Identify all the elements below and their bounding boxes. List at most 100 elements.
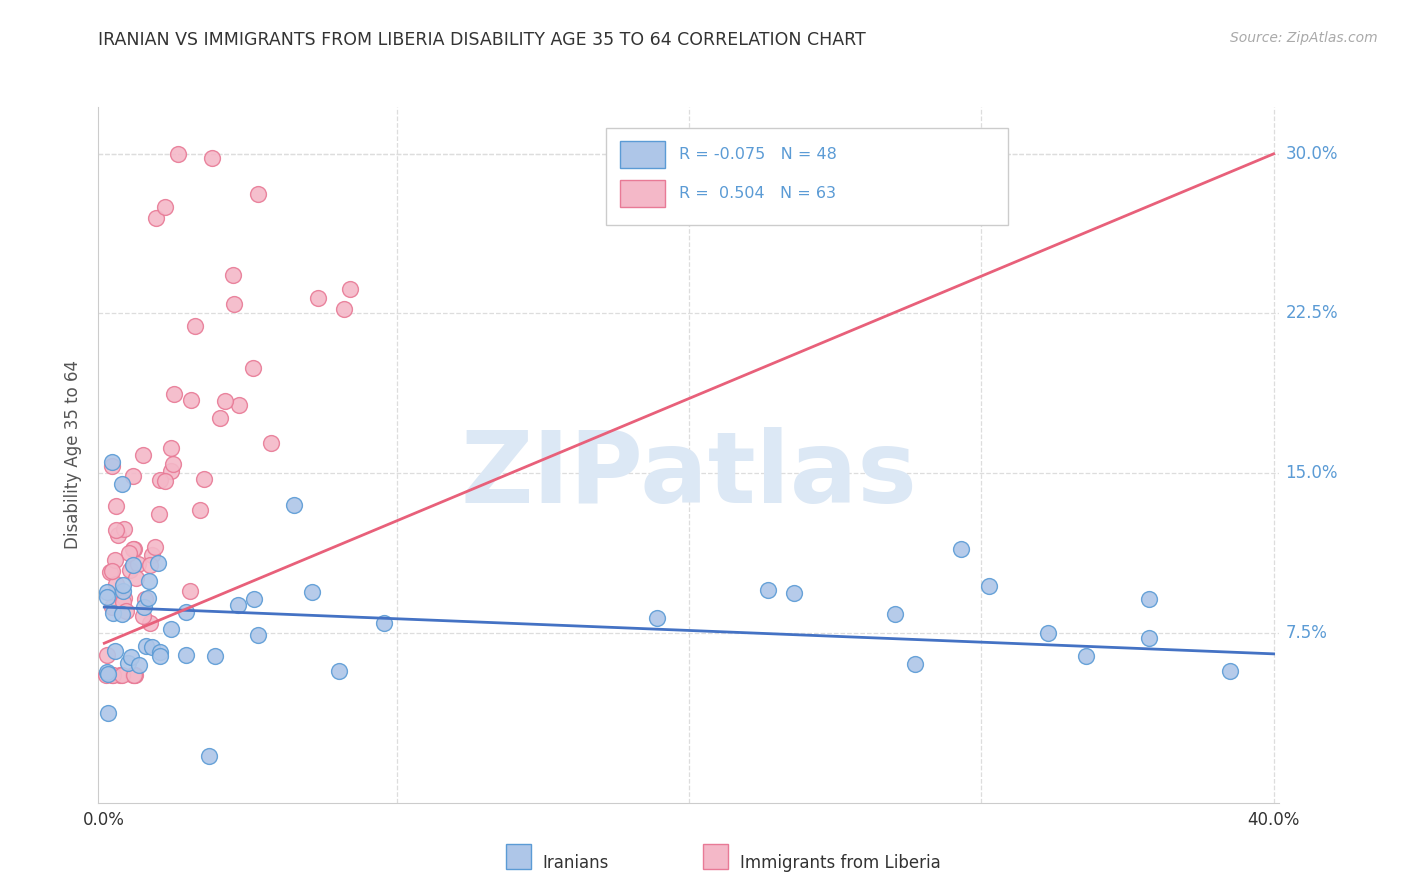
Point bbox=[155, 474, 177, 488]
Point bbox=[115, 604, 138, 618]
Point bbox=[193, 471, 215, 485]
Point bbox=[117, 546, 139, 560]
Point bbox=[134, 591, 156, 606]
Point bbox=[373, 615, 395, 630]
Point bbox=[160, 442, 183, 456]
Text: R =  0.504   N = 63: R = 0.504 N = 63 bbox=[679, 186, 837, 201]
Point bbox=[138, 616, 160, 631]
Text: 30.0%: 30.0% bbox=[1285, 145, 1339, 163]
Point bbox=[120, 649, 142, 664]
Point bbox=[950, 542, 973, 557]
Text: Iranians: Iranians bbox=[543, 854, 609, 871]
Point bbox=[104, 523, 127, 537]
Point bbox=[141, 548, 163, 562]
Point bbox=[122, 668, 145, 682]
Point bbox=[333, 302, 356, 317]
Point bbox=[111, 476, 134, 491]
Point bbox=[198, 749, 221, 764]
Point bbox=[132, 609, 155, 624]
Point bbox=[174, 605, 197, 619]
Point bbox=[174, 648, 197, 662]
Point bbox=[96, 590, 118, 604]
Y-axis label: Disability Age 35 to 64: Disability Age 35 to 64 bbox=[65, 360, 83, 549]
Point bbox=[148, 508, 170, 522]
Point bbox=[135, 639, 157, 653]
Point bbox=[111, 668, 134, 682]
Text: ZIPatlas: ZIPatlas bbox=[461, 427, 917, 524]
Point bbox=[339, 282, 361, 296]
Point bbox=[104, 553, 127, 567]
Point bbox=[903, 657, 925, 671]
Point bbox=[228, 398, 250, 412]
Point bbox=[221, 268, 243, 282]
Text: R = -0.075   N = 48: R = -0.075 N = 48 bbox=[679, 147, 838, 161]
Point bbox=[184, 318, 207, 333]
Bar bbox=[606, 128, 1008, 226]
Point bbox=[96, 706, 118, 720]
Point bbox=[1038, 625, 1060, 640]
Point bbox=[283, 499, 305, 513]
Point bbox=[132, 600, 155, 615]
Bar bbox=[620, 180, 665, 207]
Point bbox=[783, 586, 806, 600]
Point bbox=[149, 648, 172, 663]
Point bbox=[131, 449, 153, 463]
Point bbox=[243, 592, 266, 607]
Point bbox=[111, 607, 134, 621]
Point bbox=[328, 665, 350, 679]
Point bbox=[201, 151, 224, 165]
Point bbox=[117, 656, 139, 670]
Point bbox=[307, 291, 329, 305]
Point bbox=[222, 297, 245, 311]
Point bbox=[163, 387, 186, 401]
Point bbox=[143, 541, 166, 555]
Point bbox=[209, 411, 232, 425]
Point bbox=[160, 464, 183, 478]
Point bbox=[1137, 592, 1160, 607]
Point bbox=[105, 499, 128, 513]
Point bbox=[96, 584, 118, 599]
Point bbox=[121, 558, 143, 573]
Point bbox=[107, 527, 129, 541]
Text: 7.5%: 7.5% bbox=[1285, 624, 1327, 641]
Bar bbox=[620, 141, 665, 168]
Point bbox=[124, 571, 146, 585]
Point bbox=[138, 574, 160, 588]
Point bbox=[96, 648, 118, 662]
Point bbox=[1137, 631, 1160, 645]
Text: IRANIAN VS IMMIGRANTS FROM LIBERIA DISABILITY AGE 35 TO 64 CORRELATION CHART: IRANIAN VS IMMIGRANTS FROM LIBERIA DISAB… bbox=[98, 31, 866, 49]
Point bbox=[100, 565, 122, 579]
Point bbox=[122, 469, 145, 483]
Point bbox=[160, 622, 183, 636]
Point bbox=[756, 582, 779, 597]
Point bbox=[100, 458, 122, 473]
Point bbox=[96, 665, 118, 680]
Point bbox=[110, 668, 132, 682]
Point bbox=[204, 649, 226, 664]
Point bbox=[103, 668, 125, 682]
Text: Source: ZipAtlas.com: Source: ZipAtlas.com bbox=[1230, 31, 1378, 45]
Point bbox=[139, 558, 162, 572]
Point bbox=[101, 564, 124, 578]
Point bbox=[101, 606, 124, 620]
Point bbox=[112, 591, 135, 605]
Point bbox=[153, 200, 176, 214]
Point bbox=[97, 666, 120, 681]
Point bbox=[246, 628, 269, 642]
Point bbox=[127, 557, 149, 571]
Point bbox=[884, 607, 907, 622]
Point bbox=[111, 578, 134, 592]
Point bbox=[179, 393, 201, 408]
Point bbox=[226, 598, 249, 612]
Text: Immigrants from Liberia: Immigrants from Liberia bbox=[740, 854, 941, 871]
Point bbox=[179, 584, 201, 599]
Point bbox=[101, 668, 124, 682]
Point bbox=[260, 436, 283, 450]
Point bbox=[242, 360, 264, 375]
Point bbox=[977, 579, 1000, 593]
Point bbox=[141, 640, 163, 654]
Point bbox=[214, 394, 236, 409]
Point bbox=[112, 522, 135, 536]
Point bbox=[136, 591, 159, 606]
Text: 22.5%: 22.5% bbox=[1285, 304, 1339, 322]
